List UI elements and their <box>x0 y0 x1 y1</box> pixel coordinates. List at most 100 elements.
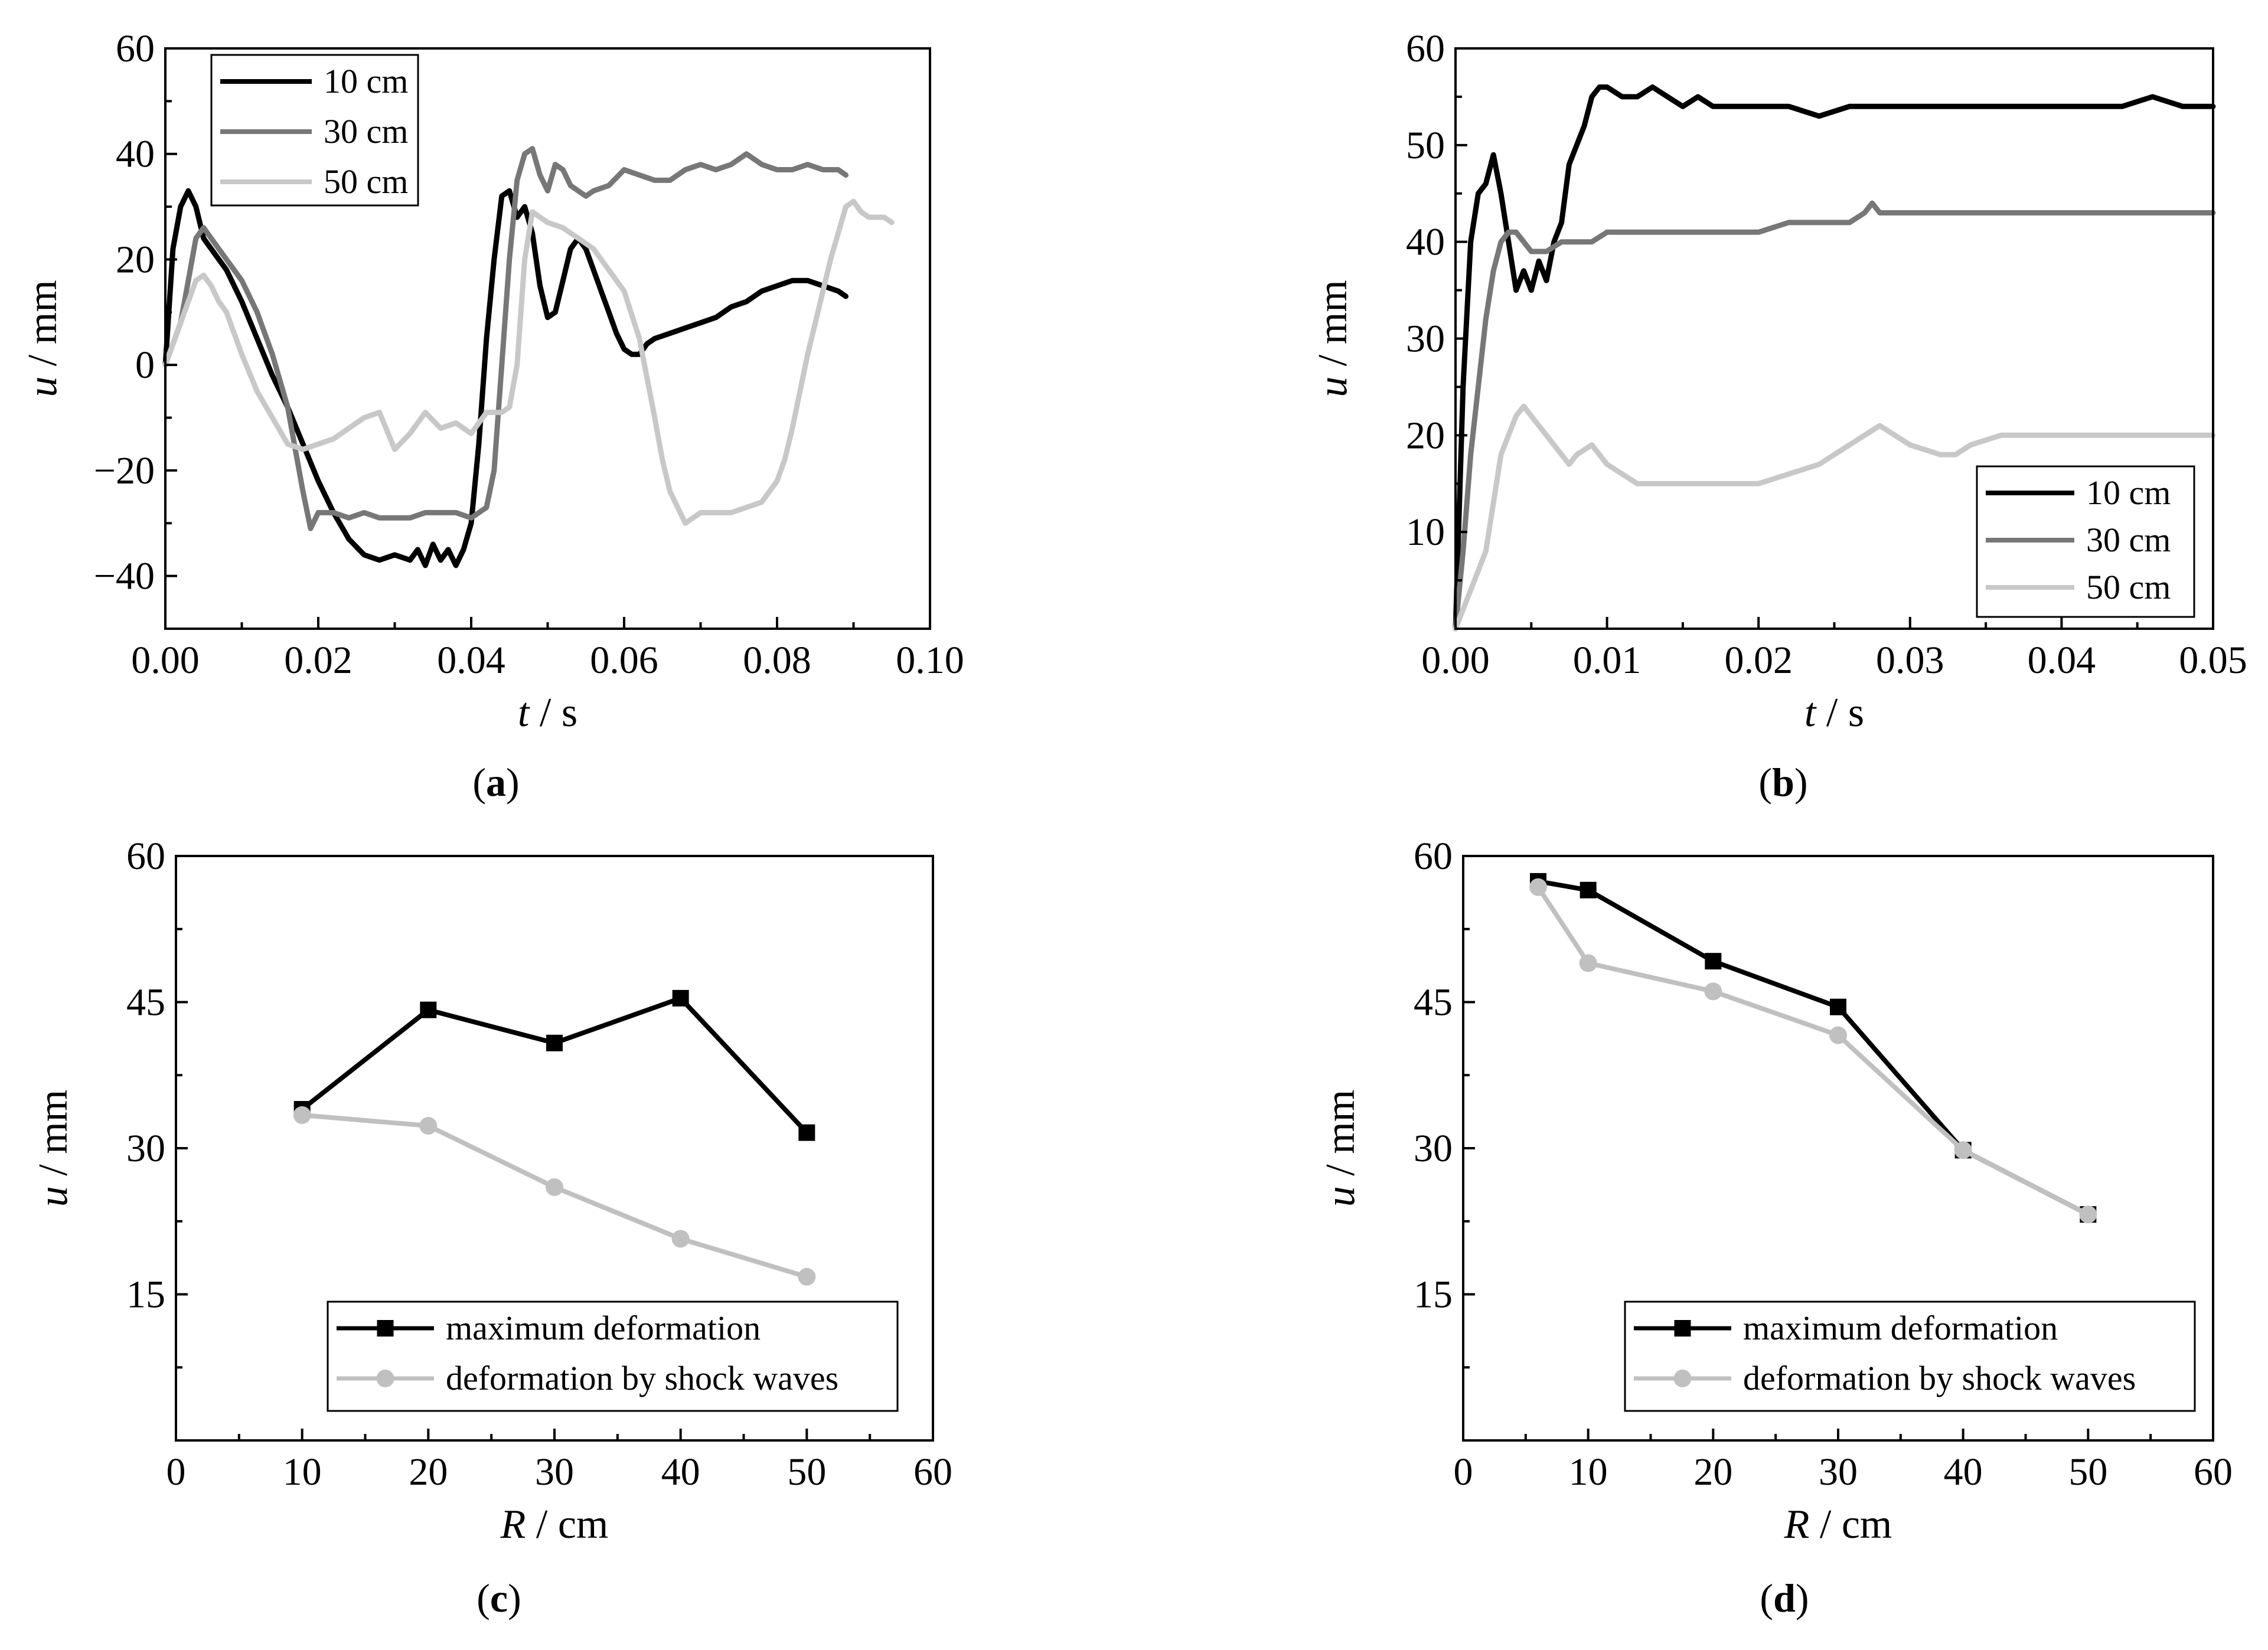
series-a-3 <box>162 198 895 526</box>
legend: 10 cm 30 cm 50 cm <box>210 54 419 207</box>
x-axis-unit: / s <box>529 690 577 736</box>
y-axis-variable: u <box>20 377 66 397</box>
data-point-circle <box>546 1178 563 1196</box>
x-tick-label: 0.06 <box>590 639 658 682</box>
data-point-square <box>1580 881 1597 898</box>
x-tick-label: 0.10 <box>896 639 964 682</box>
y-tick-label: −40 <box>94 555 155 598</box>
series-line-c-1 <box>299 995 810 1135</box>
panel-label-open: ( <box>477 1576 490 1620</box>
y-tick-label: 60 <box>1414 835 1453 878</box>
y-axis-variable: u <box>31 1186 76 1207</box>
panel-label-letter: d <box>1773 1576 1796 1620</box>
data-point-square <box>1830 998 1846 1015</box>
data-point-circle <box>1954 1141 1972 1159</box>
x-tick-label: 0.04 <box>437 639 505 682</box>
legend: maximum deformation deformation by shock … <box>327 1301 899 1412</box>
x-axis-title: t / s <box>1804 690 1864 736</box>
y-axis-variable: u <box>1310 377 1356 397</box>
y-tick-label: 60 <box>116 27 155 70</box>
y-tick-label: 30 <box>1414 1127 1453 1170</box>
series-line-b-2 <box>1453 200 2216 632</box>
series-d-2 <box>1529 878 2097 1224</box>
y-tick-label: 40 <box>116 133 155 176</box>
x-tick-label: 60 <box>2194 1450 2233 1494</box>
data-point-circle <box>1829 1026 1847 1044</box>
series-a-2 <box>162 146 849 531</box>
x-tick-label: 0.03 <box>1876 639 1944 682</box>
y-tick-label: 20 <box>1406 414 1445 457</box>
y-axis-title: u / mm <box>20 280 66 397</box>
panel-label-letter: b <box>1772 760 1794 805</box>
legend: 10 cm 30 cm 50 cm <box>1976 465 2195 618</box>
series-line-d-2 <box>1536 884 2091 1217</box>
chart-panel-c: 0 10 20 30 40 50 60 15 30 45 60 R / cm u / mm maximum… <box>31 835 952 1620</box>
x-axis-variable: t <box>1804 690 1817 736</box>
y-tick-label: 50 <box>1406 124 1445 167</box>
panel-label-open: ( <box>1760 1576 1773 1620</box>
legend-box <box>1624 1301 2196 1412</box>
x-axis-variable: R <box>1784 1502 1810 1547</box>
panel-label-close: ) <box>1794 760 1808 805</box>
x-tick-label: 30 <box>535 1450 574 1494</box>
series-b-3 <box>1453 403 2216 632</box>
x-tick-label: 30 <box>1819 1450 1858 1494</box>
x-tick-label: 10 <box>283 1450 322 1494</box>
x-tick-label: 0.02 <box>1724 639 1793 682</box>
x-tick-label: 0.00 <box>131 639 200 682</box>
panel-label-close: ) <box>508 1576 521 1620</box>
legend-swatch-circle <box>376 1370 394 1387</box>
y-axis-variable: u <box>1318 1186 1363 1207</box>
y-axis-unit: / mm <box>1310 280 1356 376</box>
data-point-circle <box>798 1267 816 1286</box>
legend-label: 30 cm <box>324 112 408 151</box>
legend-box <box>327 1301 899 1412</box>
data-point-square <box>672 989 689 1007</box>
panel-label-close: ) <box>506 760 520 805</box>
x-tick-label: 0 <box>167 1450 186 1494</box>
panel-label: (d) <box>1760 1576 1809 1620</box>
y-tick-label: 40 <box>1406 221 1445 264</box>
x-axis-variable: R <box>500 1502 526 1547</box>
series-line-a-3 <box>162 198 895 526</box>
data-point-square <box>420 1001 437 1018</box>
y-axis-unit: / mm <box>31 1090 76 1186</box>
series-b-2 <box>1453 200 2216 632</box>
panel-label-open: ( <box>1758 760 1772 805</box>
x-tick-label: 10 <box>1569 1450 1608 1494</box>
panel-label-letter: a <box>486 760 506 805</box>
x-tick-label: 0.04 <box>2028 639 2096 682</box>
legend-swatch-circle <box>1673 1370 1692 1387</box>
y-tick-label: 15 <box>126 1273 165 1316</box>
y-tick-label: 0 <box>135 344 155 387</box>
legend-label: 50 cm <box>2086 568 2171 606</box>
panel-label: (b) <box>1758 760 1807 805</box>
data-point-square <box>798 1124 815 1141</box>
series-line-a-2 <box>162 146 849 531</box>
legend-label: 50 cm <box>324 162 408 201</box>
y-tick-label: 60 <box>1406 27 1445 70</box>
panel-label: (a) <box>472 760 519 805</box>
series-b-1 <box>1453 84 2216 632</box>
x-axis-title: t / s <box>518 690 577 736</box>
data-point-circle <box>2079 1205 2097 1224</box>
series-c-1 <box>293 989 815 1141</box>
data-point-circle <box>419 1117 438 1135</box>
series-line-b-1 <box>1453 84 2216 632</box>
x-axis-unit: / s <box>1816 690 1864 736</box>
panel-label-open: ( <box>472 760 486 805</box>
legend-label: deformation by shock waves <box>446 1359 838 1397</box>
legend-label: 10 cm <box>324 62 408 100</box>
x-tick-label: 20 <box>409 1450 448 1494</box>
legend-label: maximum deformation <box>446 1309 761 1347</box>
panel-label-close: ) <box>1796 1576 1809 1620</box>
chart-panel-b: 0.00 0.01 0.02 0.03 0.04 0.05 10 20 30 40 50 60 t / … <box>1310 27 2247 805</box>
y-axis-unit: / mm <box>1318 1090 1363 1186</box>
y-axis-title: u / mm <box>1318 1090 1363 1207</box>
series-line-b-3 <box>1453 403 2216 632</box>
x-tick-label: 60 <box>913 1450 952 1494</box>
chart-panel-d: 0 10 20 30 40 50 60 15 30 45 60 R / cm u / mm maximum… <box>1318 835 2233 1620</box>
y-tick-label: −20 <box>94 449 155 492</box>
y-axis-unit: / mm <box>20 280 66 376</box>
